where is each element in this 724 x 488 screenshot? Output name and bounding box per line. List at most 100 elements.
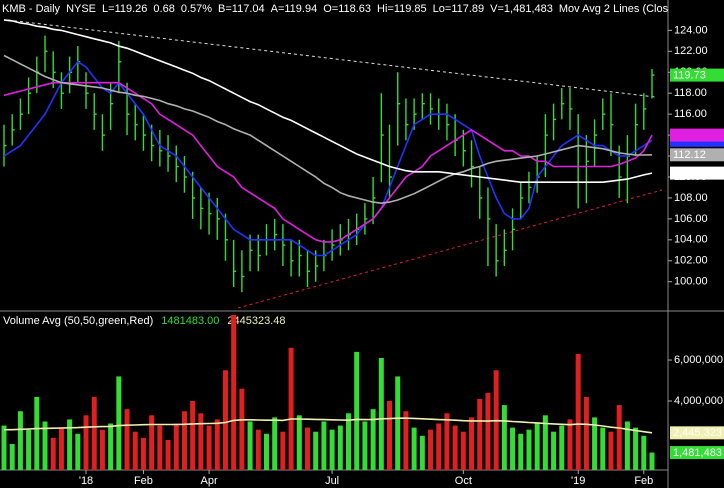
x-tick-label: '19: [571, 475, 585, 487]
volume-bar: [263, 433, 269, 470]
last-value-box: [670, 166, 724, 180]
header-item: Hi=119.85: [377, 3, 427, 15]
y-tick-label: 108.00: [674, 192, 708, 204]
volume-bar: [444, 413, 450, 470]
volume-bar: [518, 433, 524, 470]
volume-bar: [288, 347, 294, 470]
header-item: NYSE: [66, 3, 96, 15]
header-item: 0.68: [153, 3, 174, 15]
volume-bar: [173, 423, 179, 470]
volume-bar: [214, 419, 220, 470]
volume-bar: [469, 417, 475, 470]
volume-bar: [304, 427, 310, 470]
volume-bar: [346, 413, 352, 470]
volume-header-value: 1481483.00: [161, 315, 219, 327]
volume-bar: [329, 429, 335, 470]
volume-bar: [17, 411, 23, 470]
volume-bar: [165, 439, 171, 470]
volume-bar: [559, 425, 565, 470]
x-tick-label: Feb: [634, 475, 653, 487]
volume-bar: [419, 435, 425, 470]
last-value-box: [670, 446, 724, 460]
volume-bar: [280, 431, 286, 470]
volume-bar: [181, 411, 187, 470]
volume-bar: [370, 409, 376, 470]
volume-header: Volume Avg (50,50,green,Red) 1481483.00 24…: [3, 315, 285, 327]
volume-bar: [526, 429, 532, 470]
last-value-label: 112.12: [673, 149, 706, 161]
volume-bar: [411, 427, 417, 470]
volume-bar: [157, 425, 163, 470]
volume-bar: [583, 396, 589, 470]
volume-bar: [206, 425, 212, 470]
volume-bar: [247, 421, 253, 470]
volume-bar: [428, 429, 434, 470]
volume-bar: [75, 433, 81, 470]
volume-bar: [231, 315, 237, 470]
volume-bar: [534, 423, 540, 470]
volume-bar: [99, 429, 105, 470]
volume-bar: [124, 409, 130, 470]
volume-bar: [501, 405, 507, 470]
x-tick-label: Oct: [455, 475, 472, 487]
volume-bar: [387, 400, 393, 470]
volume-title: Volume Avg (50,50,green,Red): [3, 315, 153, 327]
volume-bar: [460, 431, 466, 470]
volume-bar: [190, 400, 196, 470]
volume-bar: [592, 417, 598, 470]
header-item: O=118.63: [323, 3, 371, 15]
y-tick-label: 104.00: [674, 234, 708, 246]
header-item: B=117.04: [218, 3, 265, 15]
volume-bar: [633, 427, 639, 470]
y-tick-label: 106.00: [674, 213, 708, 225]
y-tick-label: 116.00: [674, 108, 707, 120]
volume-bar: [67, 419, 73, 470]
moving-average-line: [3, 19, 653, 183]
last-value-label: 1,481,483: [673, 447, 722, 459]
volume-bar: [485, 392, 491, 470]
volume-bar: [337, 425, 343, 470]
trendline: [7, 19, 656, 98]
volume-bar: [239, 388, 245, 470]
last-value-box: [670, 148, 724, 162]
volume-bar: [378, 357, 384, 470]
header-item: KMB - Daily: [2, 3, 61, 15]
volume-bar: [83, 415, 89, 470]
volume-bar: [132, 431, 138, 470]
volume-bar: [58, 427, 64, 470]
volume-bar: [542, 415, 548, 470]
volume-bar: [616, 405, 622, 470]
volume-bar: [42, 421, 48, 470]
y-tick-label: 118.00: [674, 87, 707, 99]
volume-bar: [436, 423, 442, 470]
volume-bar: [34, 396, 40, 470]
volume-bar: [403, 411, 409, 470]
volume-bar: [510, 427, 516, 470]
volume-bar: [624, 421, 630, 470]
volume-bar: [149, 415, 155, 470]
volume-bar: [140, 437, 146, 470]
y-tick-label: 100.00: [674, 276, 708, 288]
y-tick-label: 6,000,000: [674, 354, 723, 366]
header: KMB - Daily NYSE L=119.26 0.68 0.57% B=117.04…: [2, 3, 669, 15]
x-tick-label: Apr: [201, 475, 218, 487]
volume-bar: [567, 419, 573, 470]
volume-bar: [649, 452, 655, 470]
header-item: V=1,481,483: [490, 3, 553, 15]
volume-bar: [452, 425, 458, 470]
moving-average-line: [3, 54, 653, 205]
volume-bar: [9, 443, 15, 470]
volume-bar: [575, 353, 581, 470]
x-tick-label: Feb: [134, 475, 153, 487]
last-value-label: 119.73: [673, 69, 706, 81]
volume-bar: [50, 437, 56, 470]
y-tick-label: 102.00: [674, 255, 708, 267]
header-item: Mov Avg 2 Lines (Clos: [559, 3, 669, 15]
volume-bar: [296, 415, 302, 470]
y-tick-label: 124.00: [674, 24, 708, 36]
header-item: A=119.94: [271, 3, 318, 15]
header-item: L=119.26: [102, 3, 147, 15]
volume-bar: [108, 423, 114, 470]
volume-bar: [321, 421, 327, 470]
